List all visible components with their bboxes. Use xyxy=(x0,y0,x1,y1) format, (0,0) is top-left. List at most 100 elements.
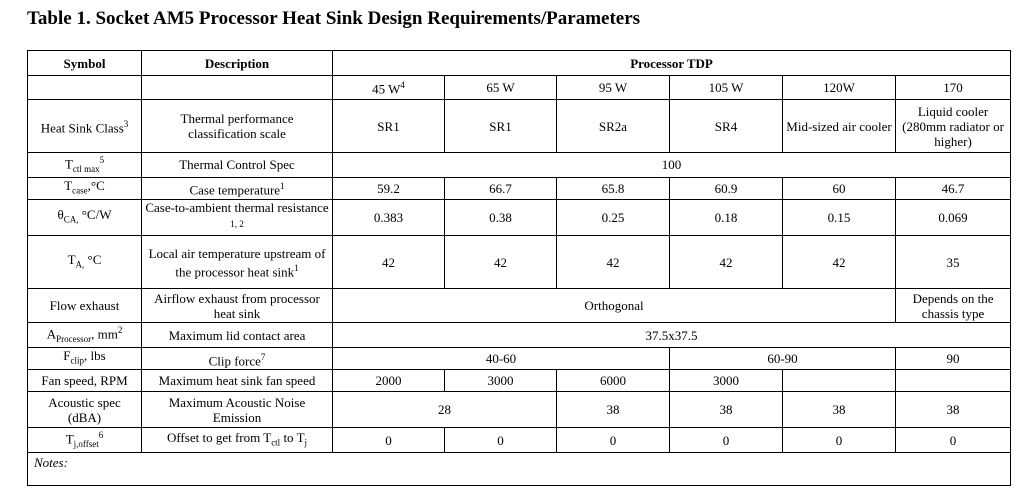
value-cell: 28 xyxy=(332,391,557,429)
symbol-subscript: ctl max xyxy=(72,163,100,174)
value-cell: 0.069 xyxy=(894,198,1012,237)
desc-flow-exhaust: Airflow exhaust from processor heat sink xyxy=(141,288,333,324)
value-cell: SR2a xyxy=(556,99,670,153)
value-cell: SR4 xyxy=(669,99,783,153)
footnote-ref: 1 xyxy=(280,181,285,192)
footnote-ref: 5 xyxy=(99,155,105,165)
tdp-95w: 95 W xyxy=(556,75,670,100)
table-row: Flow exhaust Airflow exhaust from proces… xyxy=(27,288,1012,324)
value-cell: 0.25 xyxy=(556,198,670,237)
footnote-ref: 1, 2 xyxy=(230,218,244,229)
symbol-text: F xyxy=(63,348,71,364)
desc-subscript: j xyxy=(304,437,308,448)
table-row: Fan speed, RPM Maximum heat sink fan spe… xyxy=(27,369,1012,393)
value-cell: 42 xyxy=(669,235,783,290)
heat-sink-requirements-table: Symbol Description Processor TDP 45 W4 6… xyxy=(26,50,1012,487)
value-cell: 6000 xyxy=(556,369,670,393)
symbol-tctl-max: Tctl max5 xyxy=(27,152,142,178)
header-processor-tdp: Processor TDP xyxy=(331,50,1012,76)
table-row: Heat Sink Class3 Thermal performance cla… xyxy=(27,99,1012,153)
tdp-65w: 65 W xyxy=(444,75,557,100)
value-cell: 2000 xyxy=(332,369,445,393)
table-header-row: Symbol Description Processor TDP xyxy=(27,50,1012,76)
symbol-unit: , mm xyxy=(91,326,118,342)
value-cell: 0 xyxy=(894,427,1012,454)
tdp-170w: 170 xyxy=(894,75,1012,100)
table-row: θCA, °C/W Case-to-ambient thermal resist… xyxy=(27,198,1012,237)
desc-acoustic-noise: Maximum Acoustic Noise Emission xyxy=(141,391,333,429)
value-cell: 65.8 xyxy=(556,176,670,200)
value-cell: 42 xyxy=(556,235,670,290)
value-cell: SR1 xyxy=(332,99,445,153)
value-cell: 3000 xyxy=(444,369,557,393)
table-row: Tctl max5 Thermal Control Spec 100 xyxy=(27,152,1012,178)
value-cell: 100 xyxy=(331,152,1012,178)
symbol-tcase: Tcase,°C xyxy=(27,176,142,200)
tdp-45w: 45 W4 xyxy=(332,75,445,100)
value-cell: 3000 xyxy=(669,369,783,393)
symbol-acoustic-spec: Acoustic spec (dBA) xyxy=(27,391,142,429)
desc-heat-sink-class: Thermal performance classification scale xyxy=(141,99,333,153)
value-cell: 0 xyxy=(669,427,783,454)
table-title: Table 1. Socket AM5 Processor Heat Sink … xyxy=(27,8,641,29)
value-cell: Depends on the chassis type xyxy=(894,288,1012,324)
symbol-theta-ca: θCA, °C/W xyxy=(27,198,142,237)
value-cell: 42 xyxy=(332,235,445,290)
symbol-subscript: CA, xyxy=(63,214,79,225)
symbol-text: A xyxy=(46,326,57,342)
desc-text: Case temperature xyxy=(189,182,281,198)
symbol-unit: ,°C xyxy=(87,178,105,194)
symbol-subscript: A, xyxy=(75,259,85,270)
value-cell: 60.9 xyxy=(669,176,783,200)
footnote-ref: 4 xyxy=(400,80,405,91)
symbol-flow-exhaust: Flow exhaust xyxy=(27,288,142,324)
symbol-text: T xyxy=(64,156,73,172)
desc-text: Clip force xyxy=(208,352,261,368)
symbol-a-processor: AProcessor, mm2 xyxy=(27,322,142,349)
value-cell: 60-90 xyxy=(669,347,896,371)
desc-text: Local air temperature upstream of the pr… xyxy=(148,245,326,279)
value-cell xyxy=(894,369,1012,393)
symbol-tj-offset: Tj,offset6 xyxy=(27,427,142,454)
symbol-text: T xyxy=(67,251,76,267)
table-row: TA, °C Local air temperature upstream of… xyxy=(27,235,1012,290)
desc-theta-ca: Case-to-ambient thermal resistance 1, 2 xyxy=(141,198,333,237)
desc-tcase: Case temperature1 xyxy=(141,176,333,200)
footnote-ref: 6 xyxy=(98,430,104,441)
value-cell: 46.7 xyxy=(894,176,1012,200)
value-cell: 40-60 xyxy=(332,347,670,371)
value-cell: Orthogonal xyxy=(332,288,896,324)
value-cell: Mid-sized air cooler xyxy=(782,99,896,153)
symbol-unit: °C xyxy=(84,251,102,267)
desc-tctl: Thermal Control Spec xyxy=(141,152,333,178)
symbol-text: T xyxy=(64,178,73,194)
header-symbol: Symbol xyxy=(27,50,142,76)
value-cell: 35 xyxy=(894,235,1012,290)
tdp-105w: 105 W xyxy=(669,75,783,100)
symbol-text: Heat Sink Class xyxy=(40,120,124,136)
value-cell: 0 xyxy=(332,427,445,454)
notes-row: Notes: xyxy=(26,452,1012,487)
tdp-120w: 120W xyxy=(782,75,896,100)
desc-a-processor: Maximum lid contact area xyxy=(141,322,333,349)
value-cell: 38 xyxy=(556,391,670,429)
value-cell: 42 xyxy=(444,235,557,290)
symbol-fan-speed: Fan speed, RPM xyxy=(27,369,142,393)
desc-text: Case-to-ambient thermal resistance xyxy=(145,199,329,215)
value-cell: 42 xyxy=(782,235,896,290)
table-row: Tj,offset6 Offset to get from Tctl to Tj… xyxy=(27,427,1012,454)
value-cell: 60 xyxy=(782,176,896,200)
desc-text: to T xyxy=(280,429,305,445)
value-cell: 38 xyxy=(782,391,896,429)
cell-empty xyxy=(141,75,333,100)
value-cell: Liquid cooler (280mm radiator or higher) xyxy=(894,99,1012,153)
symbol-subscript: case xyxy=(72,185,88,196)
symbol-subscript: clip xyxy=(70,355,85,366)
value-cell: 59.2 xyxy=(332,176,445,200)
table-row: Acoustic spec (dBA) Maximum Acoustic Noi… xyxy=(27,391,1012,429)
value-cell: 38 xyxy=(669,391,783,429)
symbol-subscript: Processor xyxy=(56,334,92,345)
desc-ta: Local air temperature upstream of the pr… xyxy=(141,235,333,290)
value-cell: 0 xyxy=(782,427,896,454)
desc-f-clip: Clip force7 xyxy=(141,347,333,371)
